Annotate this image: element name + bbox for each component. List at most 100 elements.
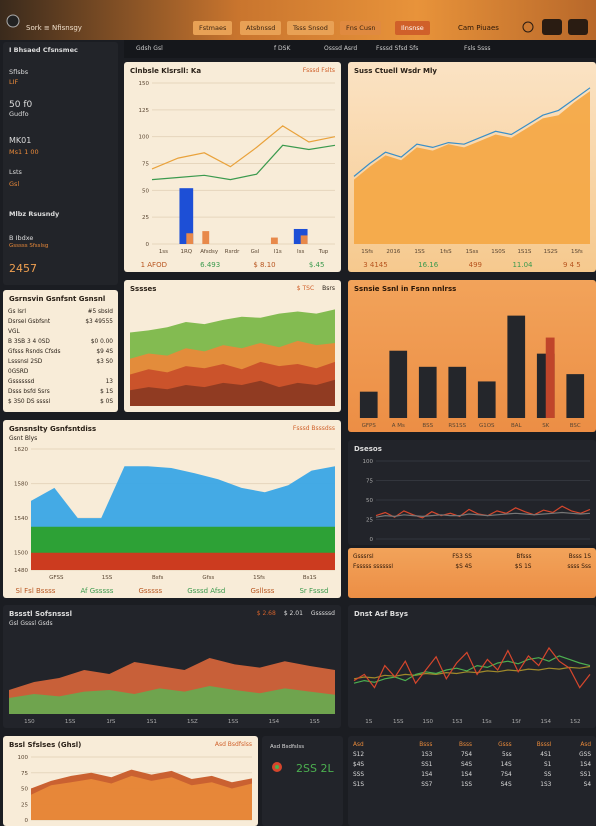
panel-title: Dnst Asf Bsys bbox=[354, 610, 409, 618]
legend: Fsssd Fslts bbox=[303, 67, 335, 74]
x-tick-label: 1Sf bbox=[512, 719, 522, 725]
table-cell: SS1 bbox=[421, 762, 433, 768]
tab[interactable]: Ilnsnse bbox=[395, 21, 430, 35]
tab[interactable]: Tsss Snsod bbox=[287, 21, 334, 35]
x-tick-label: Tup bbox=[318, 249, 329, 255]
sub-item[interactable]: f DSK bbox=[274, 45, 291, 52]
x-tick-label: 1Sfs bbox=[253, 575, 265, 581]
table-row: SSS 1S4 1S4 7S4 SS SS1 bbox=[353, 770, 591, 780]
table-row: $ 3S0 DS ssssl $ 0S bbox=[8, 397, 113, 407]
table-cell: S4 bbox=[583, 782, 592, 788]
table-cell: $ 3S0 DS ssssl bbox=[8, 399, 51, 405]
bar bbox=[186, 233, 194, 244]
panel-title: Gsnsnslty Gsnfsntdiss bbox=[9, 425, 97, 433]
side-value: Ms1 1 00 bbox=[9, 148, 39, 156]
x-tick-label: 1S bbox=[365, 719, 372, 725]
panel-title: Dsesos bbox=[354, 445, 382, 453]
top-bar: Sork ≡ Nfisnsgy Fstmaes Atsbnssd Tsss Sn… bbox=[0, 0, 596, 40]
table-cell: 13 bbox=[105, 379, 113, 385]
table-cell: Bfsss bbox=[516, 554, 532, 560]
footer: 3 4145 16.16 499 11.04 9 4 5 bbox=[348, 261, 596, 269]
table-cell: Bsss bbox=[458, 742, 473, 748]
legend-entry: $ 2.68 bbox=[256, 610, 276, 617]
icon bbox=[272, 762, 282, 772]
table-cell: Gs lsrl bbox=[8, 309, 26, 315]
table-row: Dsrsel Gsbfsnt VGL $3 49555 bbox=[8, 317, 113, 337]
logo bbox=[6, 14, 20, 28]
x-tick-label: BAL bbox=[511, 423, 523, 429]
table-cell: Asd bbox=[353, 742, 364, 748]
x-tick-label: GFSS bbox=[49, 575, 64, 581]
table-cell: 1SS bbox=[460, 782, 473, 788]
footer-value: 6.493 bbox=[200, 261, 221, 269]
icons[interactable] bbox=[520, 18, 590, 38]
table-cell: Lsssnsl 2SD 0GSRD bbox=[8, 359, 43, 375]
stat-label: Asd Bsdfslss bbox=[270, 744, 305, 750]
chart bbox=[130, 309, 335, 406]
footer: Sl Fsl Bssss Af Gsssss Gsssss Gsssd Afsd Gsl… bbox=[3, 587, 341, 595]
y-tick-label: 50 bbox=[21, 787, 28, 793]
chart: 1S0 1SS 1fS 1S1 1SZ 1SS 1S4 1S5 bbox=[9, 658, 335, 725]
table-cell: $3 49555 bbox=[85, 319, 113, 325]
y-tick-label: 100 bbox=[139, 135, 150, 141]
stat-value: 2SS 2L bbox=[296, 762, 334, 775]
footer-value: 11.04 bbox=[512, 261, 533, 269]
panel-title: Ssnsie Ssnl in Fsnn nnlrss bbox=[354, 285, 457, 293]
table-row: B 3SB 3 4 0SD $0 0.00 bbox=[8, 337, 113, 347]
tab[interactable]: Fstmaes bbox=[193, 21, 233, 35]
footer-value: Sl Fsl Bssss bbox=[15, 587, 56, 595]
sub-item[interactable]: Fsssd Sfsd Sfs bbox=[376, 45, 419, 52]
table-cell: 5ss bbox=[501, 752, 512, 758]
bar bbox=[389, 350, 408, 418]
area bbox=[31, 552, 335, 570]
x-tick-label: 1SS bbox=[393, 719, 404, 725]
table-cell: 7S4 bbox=[460, 752, 473, 758]
x-tick-label: BSS bbox=[422, 423, 433, 429]
line bbox=[353, 87, 591, 177]
table-cell: $ 0S bbox=[100, 399, 113, 405]
side-section: Mlbz Rsusndy bbox=[9, 210, 60, 218]
user[interactable]: Cam Piuaes bbox=[458, 24, 499, 32]
table-cell: 1S4 bbox=[421, 772, 433, 778]
sub-item[interactable]: Fsls Ssss bbox=[464, 45, 491, 52]
side-label[interactable]: Sflsbs bbox=[9, 68, 29, 76]
x-tick-label: 1S1 bbox=[146, 719, 157, 725]
table-cell: $4S bbox=[353, 762, 365, 768]
line bbox=[353, 646, 591, 689]
side-label[interactable]: Lsts bbox=[9, 168, 22, 176]
x-tick-label: A Ms bbox=[392, 423, 405, 429]
y-tick-label: 1620 bbox=[14, 447, 28, 453]
table-cell: Fsssss ssssssl bbox=[353, 564, 394, 570]
bar bbox=[507, 315, 526, 418]
chart: GFPS A Ms BSS RS1SS G1OS BAL SK BSC bbox=[359, 315, 585, 429]
table-cell: Gsss bbox=[498, 742, 512, 748]
table-cell: $S 1S bbox=[514, 564, 532, 570]
sub-item[interactable]: Gdsh Gsl bbox=[136, 45, 163, 52]
y-tick-label: 25 bbox=[142, 215, 149, 221]
table-cell: $ 1S bbox=[100, 389, 113, 395]
x-tick-label: 1SS bbox=[102, 575, 113, 581]
legend-entry: Asd Bsdfslss bbox=[214, 741, 252, 748]
sub-item[interactable]: Osssd Asrd bbox=[324, 45, 358, 52]
y-tick-label: 25 bbox=[21, 802, 28, 808]
legend-entry: Fsssd Bsssdss bbox=[292, 425, 335, 432]
side-label[interactable]: 50 f0 bbox=[9, 100, 33, 110]
x-tick-label: 1SS bbox=[414, 249, 425, 255]
y-tick-label: 1500 bbox=[14, 551, 28, 557]
line bbox=[353, 665, 591, 680]
side-label[interactable]: MK01 bbox=[9, 136, 32, 145]
line bbox=[151, 125, 336, 170]
panel-title: Sssses bbox=[130, 285, 157, 293]
area bbox=[9, 686, 335, 714]
footer-value: Gsssd Afsd bbox=[187, 587, 226, 595]
panel-title: Clnbsle Klsrsll: Ka bbox=[130, 67, 202, 75]
table-cell: Dsss bsfd Ssrs bbox=[8, 389, 50, 395]
tab[interactable]: Fns Cusn bbox=[340, 21, 382, 35]
y-tick-label: 100 bbox=[18, 755, 29, 761]
tab[interactable]: Atsbnssd bbox=[240, 21, 282, 35]
table-cell: ssss Sss bbox=[567, 564, 591, 570]
panel: Sssses $ TSC Bsrs bbox=[124, 280, 341, 412]
x-tick-label: 1SS bbox=[65, 719, 76, 725]
table-row: Asd Bsss Bsss Gsss Bsssl Asd bbox=[353, 740, 591, 750]
x-tick-label: RS1SS bbox=[448, 423, 466, 429]
